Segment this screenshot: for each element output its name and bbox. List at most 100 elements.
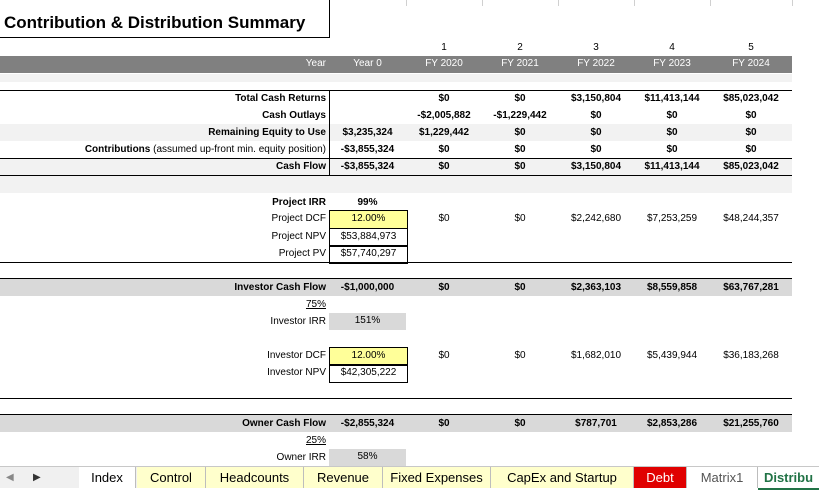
project-dcf-label: Project DCF xyxy=(271,213,326,224)
sheet-tab-headcounts[interactable]: Headcounts xyxy=(206,467,304,488)
period-number: 2 xyxy=(517,42,523,53)
summary-value-cell: $0 xyxy=(666,127,678,138)
investor-npv-label: Investor NPV xyxy=(267,367,326,378)
summary-value-cell: $85,023,042 xyxy=(723,93,779,104)
investor-cf-cell: $8,559,858 xyxy=(646,282,698,293)
project-npv-label: Project NPV xyxy=(271,231,326,242)
title-underline xyxy=(0,37,329,38)
summary-value-cell: $85,023,042 xyxy=(723,161,779,172)
owner-cf-cell: $2,853,286 xyxy=(646,418,698,429)
summary-value-cell: $11,413,144 xyxy=(644,161,700,172)
owner-cf-label: Owner Cash Flow xyxy=(242,418,326,429)
investor-cf-year0: -$1,000,000 xyxy=(340,282,395,293)
scroll-left-icon[interactable]: ◀ xyxy=(6,472,14,483)
sheet-title: Contribution & Distribution Summary xyxy=(4,13,306,32)
investor-cf-cell: $63,767,281 xyxy=(723,282,779,293)
summary-year0-cell xyxy=(329,108,406,124)
period-number: 4 xyxy=(669,42,675,53)
summary-value-cell: $0 xyxy=(666,144,678,155)
fy-header: FY 2022 xyxy=(577,58,615,69)
summary-year0-cell xyxy=(329,91,406,107)
summary-value-cell: $0 xyxy=(590,110,602,121)
sheet-tab-fixed-expenses[interactable]: Fixed Expenses xyxy=(383,467,491,488)
year-label: Year xyxy=(305,58,326,69)
top-gridlines xyxy=(0,0,819,6)
summary-row-label: Cash Flow xyxy=(275,161,326,172)
sheet-tab-control[interactable]: Control xyxy=(137,467,206,488)
project-dcf-cell: $2,242,680 xyxy=(570,213,622,224)
sheet-tab-revenue[interactable]: Revenue xyxy=(304,467,383,488)
summary-year0-cell: $3,235,324 xyxy=(342,127,393,138)
investor-dcf-label: Investor DCF xyxy=(267,350,326,361)
summary-year0-cell: -$3,855,324 xyxy=(340,144,395,155)
project-irr-value: 99% xyxy=(357,197,378,208)
summary-value-cell: $0 xyxy=(666,110,678,121)
project-pv-label: Project PV xyxy=(278,248,326,259)
summary-value-cell: $0 xyxy=(514,144,526,155)
investor-dcf-cell: $5,439,944 xyxy=(646,350,698,361)
investor-dcf-cell: $1,682,010 xyxy=(570,350,622,361)
project-dcf-rate-input[interactable]: 12.00% xyxy=(329,210,408,229)
year-header-bar: Year Year 0 FY 2020 FY 2021 FY 2022 FY 2… xyxy=(0,56,792,73)
investor-cf-cell: $0 xyxy=(514,282,526,293)
summary-value-cell: $0 xyxy=(745,127,757,138)
project-dcf-cell: $7,253,259 xyxy=(646,213,698,224)
investor-cf-label: Investor Cash Flow xyxy=(234,282,326,293)
period-number: 1 xyxy=(441,42,447,53)
investor-dcf-cell: $36,183,268 xyxy=(723,350,779,361)
owner-share: 25% xyxy=(305,435,326,446)
investor-cf-cell: $0 xyxy=(438,282,450,293)
project-dcf-cell: $0 xyxy=(514,213,526,224)
summary-value-cell: $0 xyxy=(590,127,602,138)
summary-value-cell: $0 xyxy=(590,144,602,155)
fy-header: FY 2021 xyxy=(501,58,539,69)
investor-share: 75% xyxy=(305,299,326,310)
scroll-right-icon[interactable]: ▶ xyxy=(33,472,41,483)
investor-npv-value: $42,305,222 xyxy=(329,364,408,383)
investor-irr-value: 151% xyxy=(329,313,406,330)
investor-dcf-rate-input[interactable]: 12.00% xyxy=(329,347,408,366)
summary-value-cell: $3,150,804 xyxy=(570,93,622,104)
sheet-tab-matrix1[interactable]: Matrix1 xyxy=(687,467,758,488)
sheet-tab-distribu[interactable]: Distribu xyxy=(758,467,819,490)
summary-value-cell: $0 xyxy=(438,93,450,104)
project-dcf-cell: $0 xyxy=(438,213,450,224)
owner-cf-cell: $0 xyxy=(438,418,450,429)
summary-value-cell: $0 xyxy=(745,110,757,121)
owner-irr-label: Owner IRR xyxy=(276,452,326,463)
summary-value-cell: $0 xyxy=(438,161,450,172)
summary-row-label: Remaining Equity to Use xyxy=(208,127,326,138)
summary-value-cell: $11,413,144 xyxy=(644,93,700,104)
project-npv-value: $53,884,973 xyxy=(329,228,408,247)
fy-header: FY 2020 xyxy=(425,58,463,69)
period-number: 5 xyxy=(748,42,754,53)
summary-value-cell: $0 xyxy=(514,93,526,104)
owner-irr-value: 58% xyxy=(329,449,406,466)
summary-row-label: Cash Outlays xyxy=(262,110,326,121)
summary-row-label: Contributions (assumed up-front min. equ… xyxy=(84,144,326,155)
title-divider xyxy=(329,0,330,38)
year0-header: Year 0 xyxy=(353,58,382,69)
investor-dcf-cell: $0 xyxy=(438,350,450,361)
fy-header: FY 2024 xyxy=(732,58,770,69)
sheet-tab-index[interactable]: Index xyxy=(79,467,136,488)
summary-value-cell: -$1,229,442 xyxy=(493,110,547,121)
summary-row-label: Total Cash Returns xyxy=(235,93,326,104)
summary-value-cell: $0 xyxy=(745,144,757,155)
summary-year0-cell: -$3,855,324 xyxy=(340,161,395,172)
summary-value-cell: $0 xyxy=(438,144,450,155)
sheet-tab-debt[interactable]: Debt xyxy=(634,467,687,488)
sheet-tab-bar: ◀ ▶ Index Control Headcounts Revenue Fixed E… xyxy=(0,466,819,490)
owner-cf-cell: $0 xyxy=(514,418,526,429)
summary-value-cell: $1,229,442 xyxy=(418,127,470,138)
summary-value-cell: $3,150,804 xyxy=(570,161,622,172)
summary-value-cell: $0 xyxy=(514,127,526,138)
sheet-tab-capex-and-startup[interactable]: CapEx and Startup xyxy=(491,467,634,488)
project-pv-value: $57,740,297 xyxy=(329,245,408,264)
project-dcf-cell: $48,244,357 xyxy=(723,213,779,224)
owner-cf-cell: $787,701 xyxy=(575,418,617,429)
investor-irr-label: Investor IRR xyxy=(270,316,326,327)
project-irr-label: Project IRR xyxy=(272,197,326,208)
period-number: 3 xyxy=(593,42,599,53)
summary-value-cell: $0 xyxy=(514,161,526,172)
